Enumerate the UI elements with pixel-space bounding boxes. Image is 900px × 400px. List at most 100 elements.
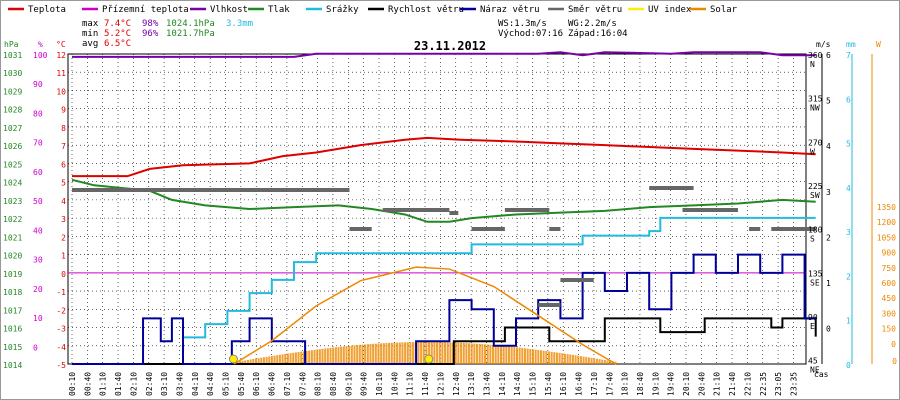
axis-tick-temp: -1: [56, 288, 66, 297]
solar-bar: [244, 360, 247, 364]
solar-bar: [332, 347, 335, 364]
solar-bar: [585, 357, 588, 364]
legend-label: Tlak: [268, 5, 290, 15]
solar-bar: [380, 343, 383, 364]
solar-bar: [539, 350, 542, 364]
solar-bar: [598, 359, 601, 364]
solar-bar: [294, 352, 297, 364]
axis-tick-dir: 270: [808, 138, 823, 147]
solar-bar: [284, 353, 287, 364]
solar-bar: [324, 348, 327, 364]
axis-tick-dir: 45: [808, 357, 818, 366]
stat-value: max: [82, 19, 99, 29]
axis-tick-temp: -5: [56, 361, 66, 370]
axis-tick-hpa: 1019: [3, 270, 22, 279]
solar-bar: [377, 343, 380, 364]
solar-bar: [404, 342, 407, 364]
axis-tick-x: 15:40: [544, 372, 553, 396]
axis-unit-hpa: hPa: [4, 40, 19, 49]
solar-bar: [486, 344, 489, 364]
axis-tick-ms: 4: [826, 142, 831, 151]
axis-tick-x: 09:10: [344, 372, 353, 396]
solar-bar: [473, 343, 476, 364]
axis-tick-x: 20:40: [697, 372, 706, 396]
solar-bar: [420, 342, 423, 364]
axis-tick-w: 150: [882, 325, 897, 334]
stat-value: 5.2°C: [104, 29, 131, 39]
axis-tick-temp: 8: [61, 124, 66, 133]
axis-tick-x: 19:10: [651, 372, 660, 396]
axis-tick-x: 01:40: [114, 372, 123, 396]
solar-bar: [369, 344, 372, 364]
series-line-rychlost-v-tru: [72, 317, 817, 365]
solar-bar: [433, 342, 436, 364]
solar-bar: [318, 349, 321, 364]
solar-bar: [609, 360, 612, 364]
stats-block: max 7.4°C 98% 1024.1hPa 3.3mm min 5.2°C 96% 1021…: [82, 19, 628, 49]
chart-title: 23.11.2012: [414, 39, 486, 53]
solar-bar: [476, 343, 479, 364]
solar-bar: [569, 354, 572, 364]
axis-tick-hpa: 1023: [3, 197, 22, 206]
axis-tick-temp: 3: [61, 215, 66, 224]
axis-tick-temp: -3: [56, 325, 66, 334]
axis-tick-hpa: 1015: [3, 343, 22, 352]
solar-bar: [537, 349, 540, 364]
legend-label: Vlhkost: [210, 5, 248, 15]
solar-bar: [574, 355, 577, 364]
axis-tick-x: 14:10: [498, 372, 507, 396]
solar-bar: [326, 348, 329, 364]
solar-bar: [553, 352, 556, 364]
solar-bar: [382, 343, 385, 364]
solar-bar: [337, 346, 340, 364]
axis-unit-degc: °C: [56, 40, 66, 49]
axis-tick-x: 07:10: [283, 372, 292, 396]
solar-bar: [329, 347, 332, 364]
solar-bar: [401, 342, 404, 364]
axis-tick-temp: 7: [61, 142, 66, 151]
plot-area: [67, 51, 817, 365]
axis-unit-w: W: [876, 40, 881, 49]
axis-tick-pct: 20: [33, 285, 43, 294]
solar-bar: [497, 345, 500, 364]
solar-bar: [356, 345, 359, 364]
axis-tick-x: 09:40: [360, 372, 369, 396]
series-line-n-raz-v-tru: [72, 253, 816, 365]
axis-tick-pct: 90: [33, 80, 43, 89]
solar-bar: [265, 356, 268, 364]
solar-bar: [252, 359, 255, 364]
solar-bar: [526, 348, 529, 364]
solar-bar: [342, 346, 345, 364]
axis-tick-x: 05:40: [237, 372, 246, 396]
axis-tick-mm: 1: [846, 317, 851, 326]
axis-tick-hpa: 1018: [3, 288, 22, 297]
legend-label: Směr větru: [568, 5, 622, 15]
axis-tick-dir-label: NE: [810, 366, 820, 375]
axis-tick-x: 14:40: [513, 372, 522, 396]
solar-bar: [563, 353, 566, 364]
stat-wg: WG:2.2m/s: [568, 19, 617, 29]
solar-bar: [582, 356, 585, 364]
solar-bar: [254, 358, 257, 364]
axis-tick-w: 0: [891, 340, 896, 349]
axis-unit-x: čas: [814, 369, 829, 379]
axis-tick-ms: 0: [826, 325, 831, 334]
axis-tick-ms: 6: [826, 51, 831, 60]
axis-tick-x: 11:10: [406, 372, 415, 396]
axis-tick-x: 06:40: [268, 372, 277, 396]
axis-tick-dir-label: S: [810, 235, 815, 244]
solar-bar: [462, 342, 465, 364]
solar-bar: [444, 342, 447, 364]
solar-bar: [390, 342, 393, 364]
stat-ws: WS:1.3m/s: [498, 19, 547, 29]
solar-bar: [417, 342, 420, 364]
axis-tick-mm: 5: [846, 140, 851, 149]
axis-tick-temp: -2: [56, 306, 66, 315]
axis-tick-pct: 40: [33, 226, 43, 235]
legend-label: Rychlost větru: [388, 5, 464, 15]
axis-tick-w: 750: [882, 264, 897, 273]
solar-bar: [385, 343, 388, 364]
solar-bar: [460, 342, 463, 364]
stat-value: min: [82, 29, 98, 39]
axis-tick-x: 17:40: [605, 372, 614, 396]
